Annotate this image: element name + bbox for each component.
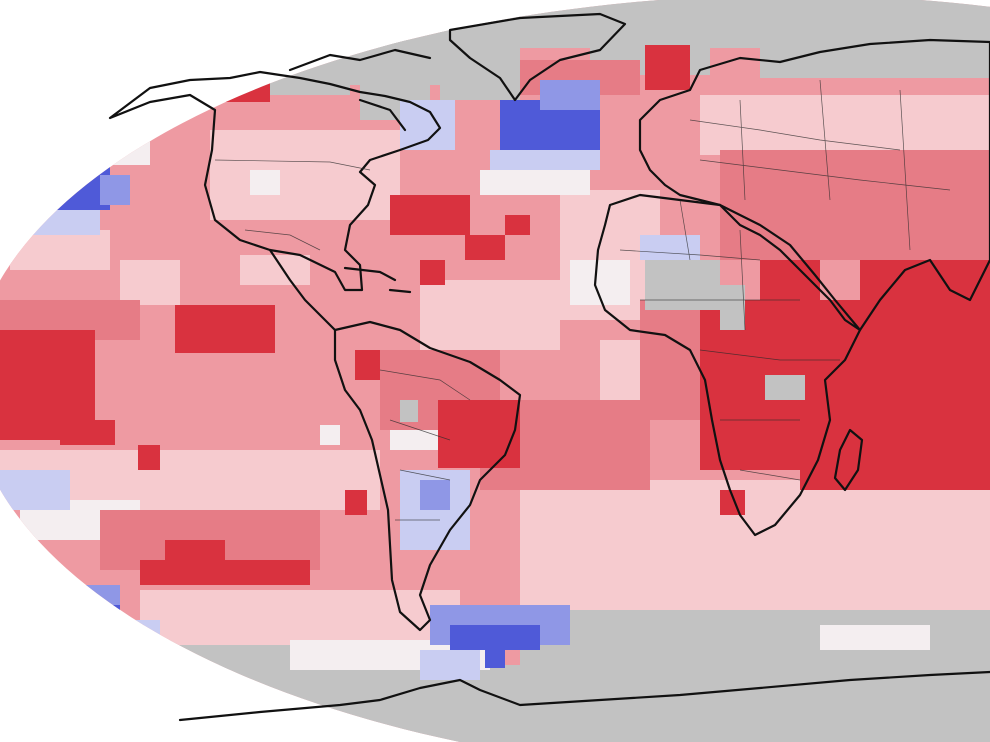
neutral-cell bbox=[0, 135, 150, 165]
atlantic-warm-cell bbox=[505, 215, 530, 235]
north-pacific-cool-edge bbox=[100, 175, 130, 205]
coastlines bbox=[108, 12, 990, 722]
warm-light-cell bbox=[140, 590, 460, 645]
brazil-coast-warm bbox=[438, 400, 520, 468]
eastern-pacific-warm-cell bbox=[60, 420, 115, 445]
pacific-warm-cell bbox=[175, 305, 275, 353]
southeast-pacific-cool-light bbox=[0, 470, 70, 510]
pacific-warm-cell bbox=[345, 490, 367, 515]
atlantic-warm-cell bbox=[420, 260, 445, 285]
caribbean-islands bbox=[343, 266, 412, 294]
south-pacific-warm-band bbox=[140, 560, 310, 585]
neutral-cell bbox=[250, 170, 280, 195]
neutral-cell bbox=[820, 625, 930, 650]
madagascar-coastline bbox=[833, 428, 864, 492]
eurasia-coastline bbox=[638, 38, 990, 332]
atlantic-warm-cell bbox=[390, 195, 470, 235]
warm-light-cell bbox=[420, 280, 560, 350]
greenland-coastline bbox=[448, 12, 627, 102]
pacific-warm-cell bbox=[225, 80, 270, 102]
lake-victoria-no-data bbox=[765, 375, 805, 400]
drake-passage-cool-strong bbox=[450, 625, 540, 650]
south-america-borders bbox=[379, 369, 471, 521]
north-atlantic-cool-edge bbox=[540, 80, 600, 110]
indian-ocean-warm bbox=[860, 260, 990, 490]
africa-borders bbox=[619, 199, 840, 481]
north-pacific-cool-light bbox=[0, 210, 100, 235]
north-america-coastline bbox=[108, 70, 442, 292]
southern-ocean-cool-light bbox=[420, 650, 480, 680]
sahara-no-data bbox=[645, 260, 720, 310]
south-america-interior-cool-cell bbox=[420, 480, 450, 510]
arctic-no-data-cell bbox=[90, 40, 350, 95]
southern-ocean-cool bbox=[30, 585, 120, 625]
andes-no-data bbox=[400, 400, 418, 422]
africa-coastline bbox=[593, 193, 862, 537]
central-america-coastline bbox=[268, 248, 337, 332]
scandinavia-warm bbox=[645, 45, 690, 90]
neutral-cell bbox=[480, 170, 590, 195]
antarctica-no-data bbox=[0, 665, 990, 742]
south-america-coastline bbox=[333, 320, 522, 632]
north-atlantic-cool-light bbox=[490, 150, 600, 170]
drake-passage-cool-deep bbox=[485, 648, 505, 668]
south-pacific-warm-cell bbox=[165, 540, 225, 562]
warm-light-cell bbox=[240, 255, 310, 285]
warm-light-cell bbox=[210, 130, 400, 220]
us-canada-border bbox=[214, 159, 371, 171]
greenland-no-data bbox=[440, 10, 520, 100]
eurasia-borders bbox=[689, 79, 951, 251]
amazon-warm-cell bbox=[355, 350, 380, 380]
arctic-islands bbox=[288, 48, 432, 132]
warm-light-cell bbox=[700, 95, 990, 155]
sahara-no-data-cell bbox=[720, 285, 745, 330]
warm-light-cell bbox=[10, 230, 110, 270]
hudson-bay-cool bbox=[400, 100, 455, 150]
southern-ocean-cool-strong bbox=[60, 605, 120, 635]
north-africa-cool-light bbox=[640, 235, 700, 260]
arctic-no-data-cell bbox=[760, 48, 990, 78]
warm-light-cell bbox=[520, 480, 990, 610]
southern-ocean-cool-light bbox=[110, 620, 160, 645]
antarctica-coastline bbox=[178, 670, 990, 722]
warm-light-cell bbox=[120, 260, 180, 305]
pacific-warm-cell bbox=[138, 445, 160, 470]
country-borders bbox=[214, 79, 951, 521]
north-pacific-cool bbox=[0, 165, 110, 210]
neutral-cell bbox=[320, 425, 340, 445]
us-mexico-border bbox=[244, 229, 321, 251]
atlantic-warm-cell bbox=[465, 235, 505, 260]
warm-mid-cell bbox=[720, 150, 990, 260]
